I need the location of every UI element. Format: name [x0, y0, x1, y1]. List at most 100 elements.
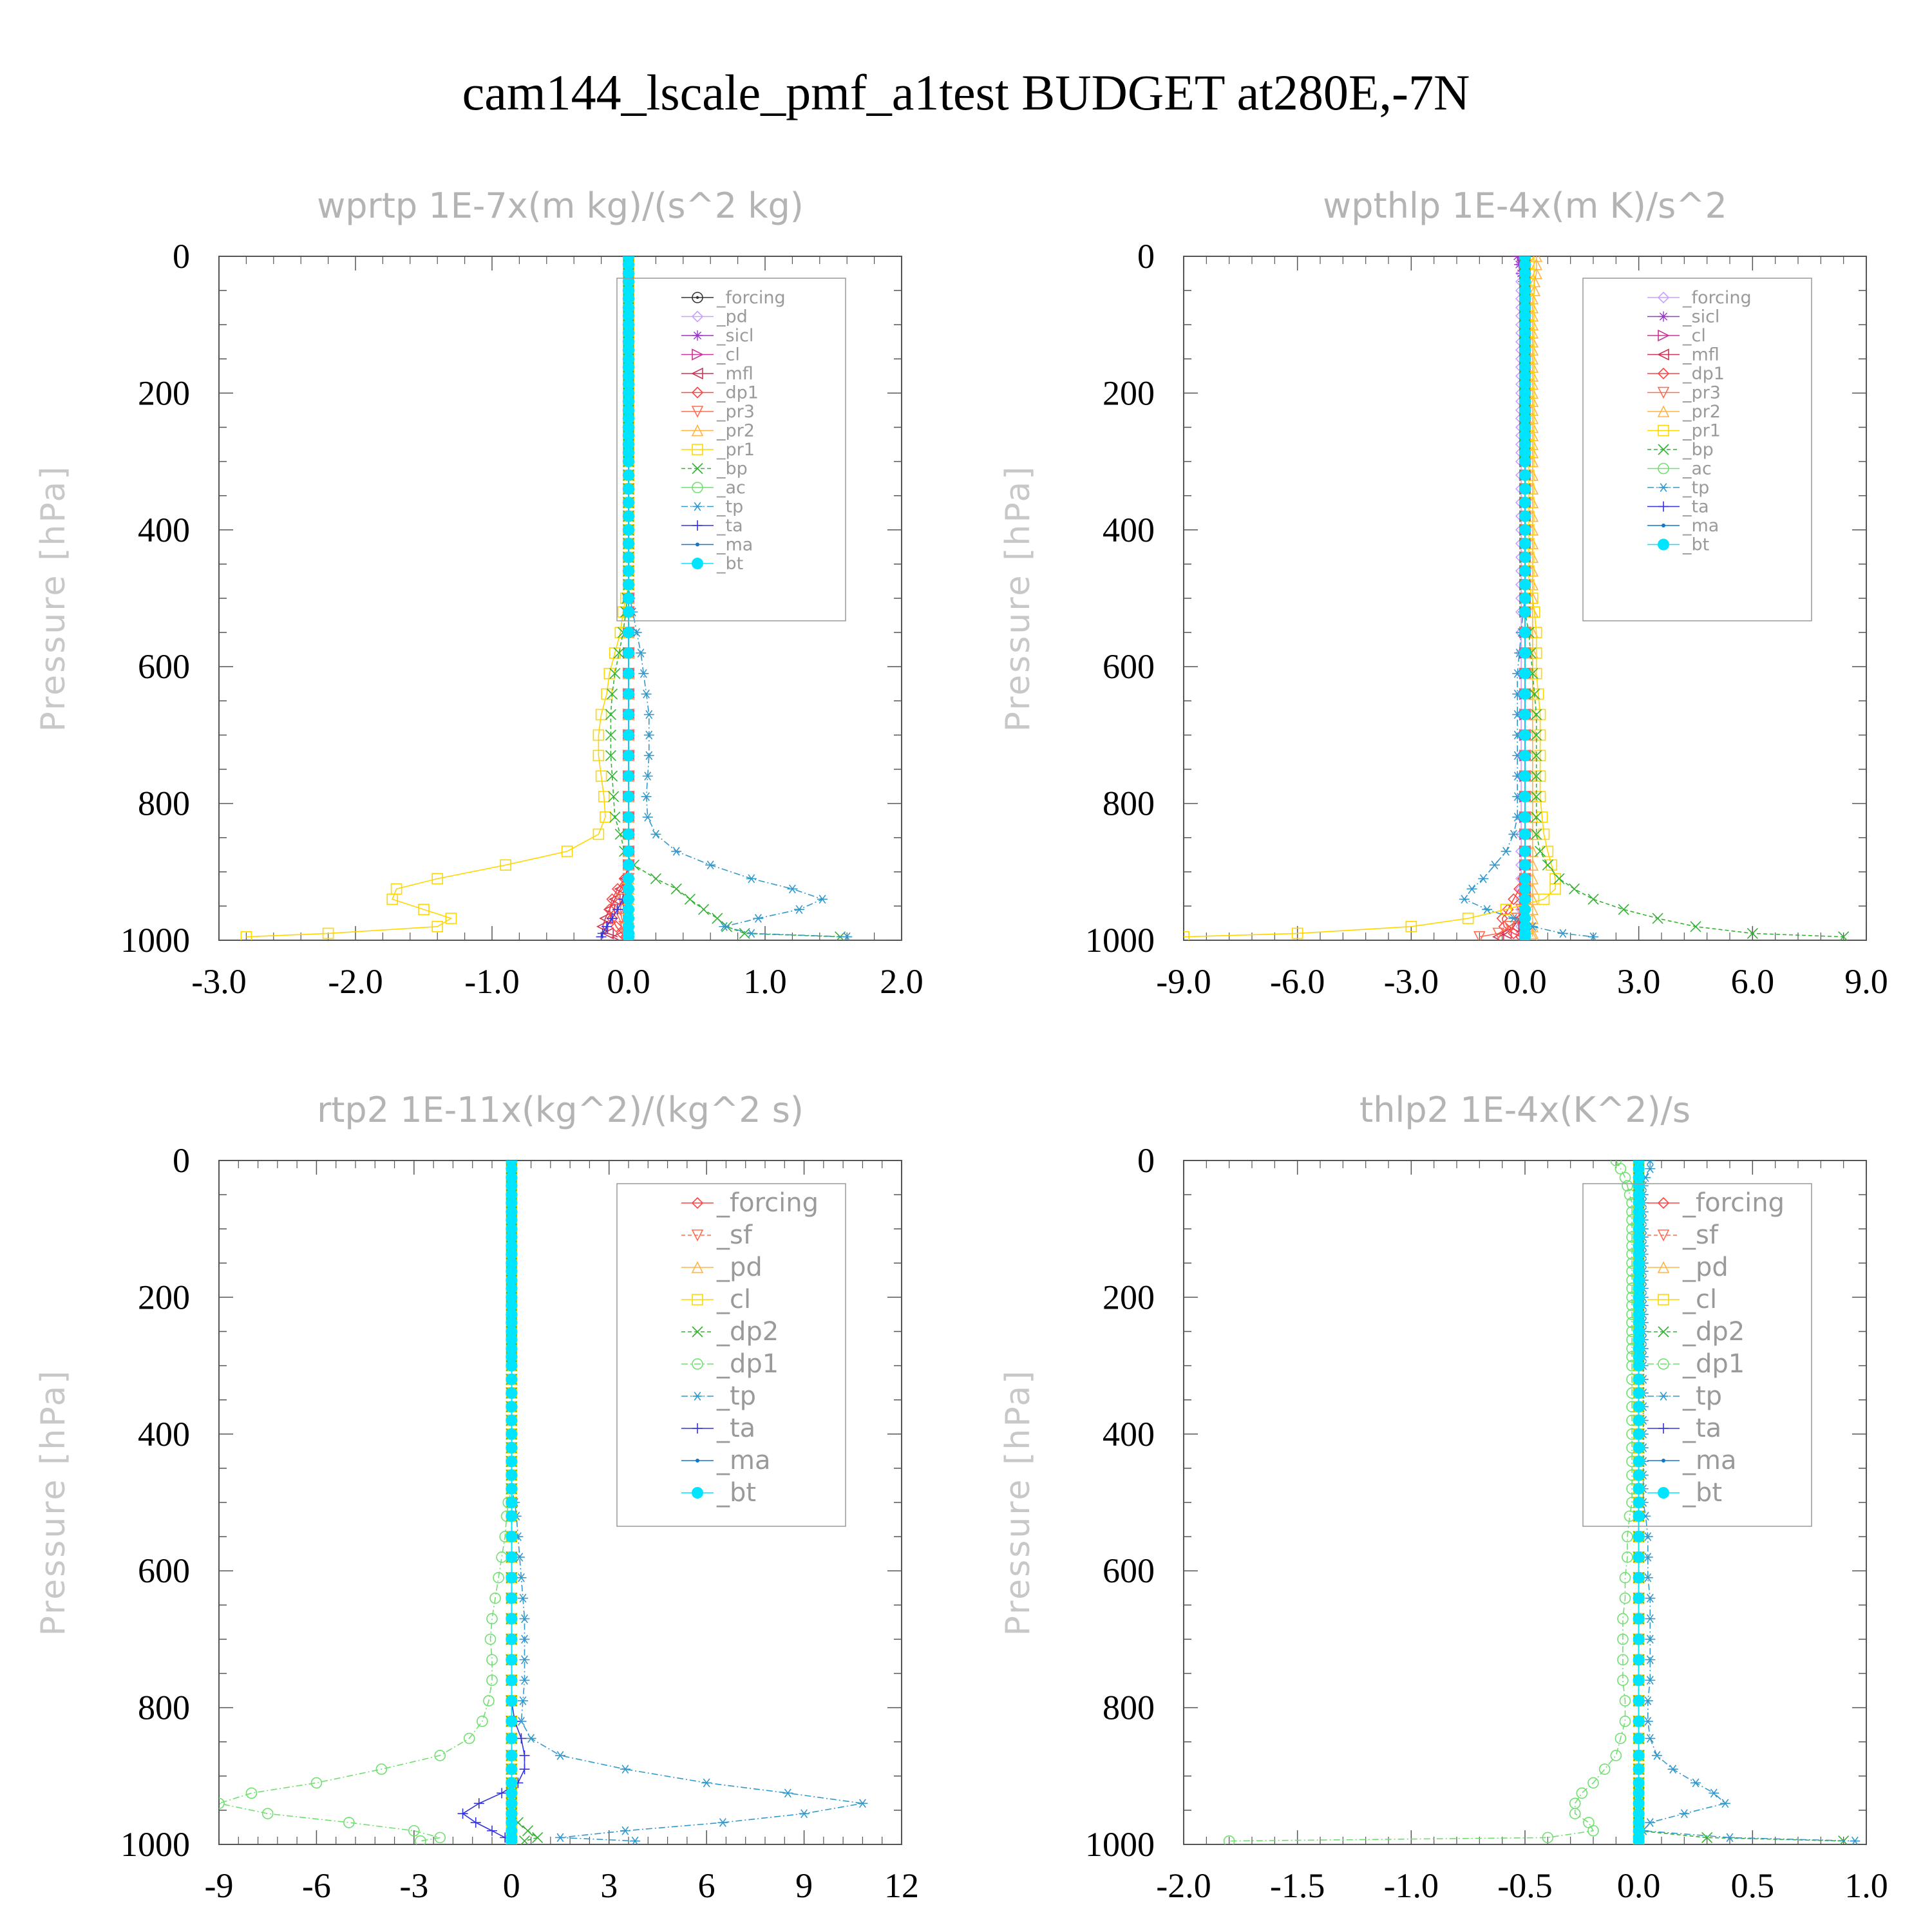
data-point [506, 1171, 518, 1184]
data-point [1519, 497, 1531, 509]
series-bt [506, 1160, 518, 1844]
panel-title: wprtp 1E-7x(m kg)/(s^2 kg) [317, 185, 804, 226]
data-point [1519, 336, 1531, 348]
y-tick-label: 600 [1103, 1551, 1155, 1590]
data-point [842, 932, 853, 940]
legend-item: _ac [681, 478, 746, 498]
data-point [739, 927, 750, 939]
legend-marker [1657, 1229, 1670, 1242]
data-point [623, 578, 634, 591]
x-tick-label: 9.0 [1844, 962, 1888, 1001]
data-point [517, 1696, 528, 1705]
y-tick-label: 200 [138, 1278, 190, 1316]
legend-item: _pr2 [681, 421, 755, 441]
data-point [486, 1613, 498, 1625]
legend-item: _dp1 [681, 1349, 779, 1379]
data-point [1619, 1716, 1631, 1727]
data-point [1633, 1180, 1645, 1192]
data-point [623, 708, 634, 721]
data-point [623, 404, 634, 416]
series-tp [506, 1160, 868, 1844]
legend-label: _sicl [716, 326, 753, 346]
series-pr1 [240, 256, 634, 940]
data-point [375, 1763, 388, 1775]
data-point [1622, 1551, 1633, 1563]
data-point [609, 811, 621, 823]
legend-box [1582, 1183, 1812, 1527]
data-point [519, 1614, 530, 1624]
legend-item: _ac [1647, 459, 1712, 479]
data-point [1519, 708, 1531, 721]
legend-label: _pd [716, 307, 748, 327]
x-tick-label: 1.0 [1844, 1866, 1888, 1905]
data-point [555, 1833, 565, 1842]
legend-item: _bt [681, 1478, 756, 1508]
data-point [1546, 859, 1558, 871]
data-point [1633, 1787, 1645, 1799]
data-point [1519, 606, 1531, 618]
legend-box [616, 278, 846, 621]
legend-marker [696, 1459, 699, 1463]
legend: _forcing_sicl_cl_mfl_dp1_pr3_pr2_pr1_bp_… [1582, 278, 1812, 621]
data-point [1633, 1240, 1645, 1252]
data-point [1633, 1291, 1645, 1303]
legend-marker [1658, 501, 1669, 512]
data-point [506, 1551, 518, 1563]
legend-item: _pd [681, 307, 748, 327]
series-line [1229, 1160, 1633, 1842]
data-point [623, 439, 634, 451]
series-ta [457, 1160, 530, 1844]
legend-marker [1658, 1487, 1669, 1499]
data-point [219, 1797, 225, 1810]
legend-label: _ma [716, 535, 753, 555]
chart-panel-1: wprtp 1E-7x(m kg)/(s^2 kg) Pressure [hPa]… [34, 185, 923, 1001]
data-point [623, 276, 634, 288]
legend-label: _forcing [716, 288, 786, 308]
legend-marker [1657, 405, 1670, 417]
data-point [623, 859, 634, 871]
legend-label: _mfl [716, 364, 753, 384]
data-point [623, 469, 634, 481]
data-point [1519, 455, 1531, 468]
data-point [623, 497, 634, 509]
y-tick-label: 200 [138, 374, 190, 412]
data-point [496, 1551, 507, 1563]
data-point [643, 751, 654, 761]
legend-item: _bt [1647, 1478, 1722, 1508]
data-point [623, 361, 634, 374]
data-point [623, 378, 634, 390]
x-tick-label: 3.0 [1617, 962, 1661, 1001]
legend-label: _pr3 [716, 402, 755, 422]
legend-label: _tp [716, 497, 743, 517]
y-tick-label: 1000 [1085, 1825, 1155, 1864]
data-point [1519, 688, 1531, 700]
data-point [1633, 1835, 1645, 1844]
data-point [642, 812, 653, 822]
data-point [623, 430, 634, 442]
legend-item: _mfl [681, 364, 753, 384]
data-point [431, 873, 444, 885]
data-point [1478, 874, 1489, 884]
legend-label: _cl [1682, 1285, 1717, 1314]
data-point [623, 647, 634, 659]
data-point [1633, 1797, 1645, 1810]
legend-item: _dp1 [1647, 1349, 1745, 1379]
data-point [1462, 913, 1474, 924]
data-point [1542, 846, 1554, 857]
data-point [592, 750, 605, 762]
data-point [1633, 1808, 1645, 1820]
legend-item: _pr2 [1647, 402, 1721, 422]
data-point [526, 1734, 536, 1743]
panel-title: thlp2 1E-4x(K^2)/s [1359, 1090, 1690, 1130]
data-point [1619, 1592, 1631, 1604]
data-point [1519, 446, 1531, 459]
data-point [623, 395, 634, 408]
data-point [1633, 1510, 1645, 1522]
data-point [1519, 883, 1531, 895]
legend-marker [691, 1229, 704, 1242]
legend-label: _ma [1682, 1446, 1736, 1475]
legend-marker [1658, 1392, 1669, 1401]
data-point [698, 904, 710, 915]
data-point [516, 1573, 527, 1582]
data-point [1498, 920, 1510, 933]
